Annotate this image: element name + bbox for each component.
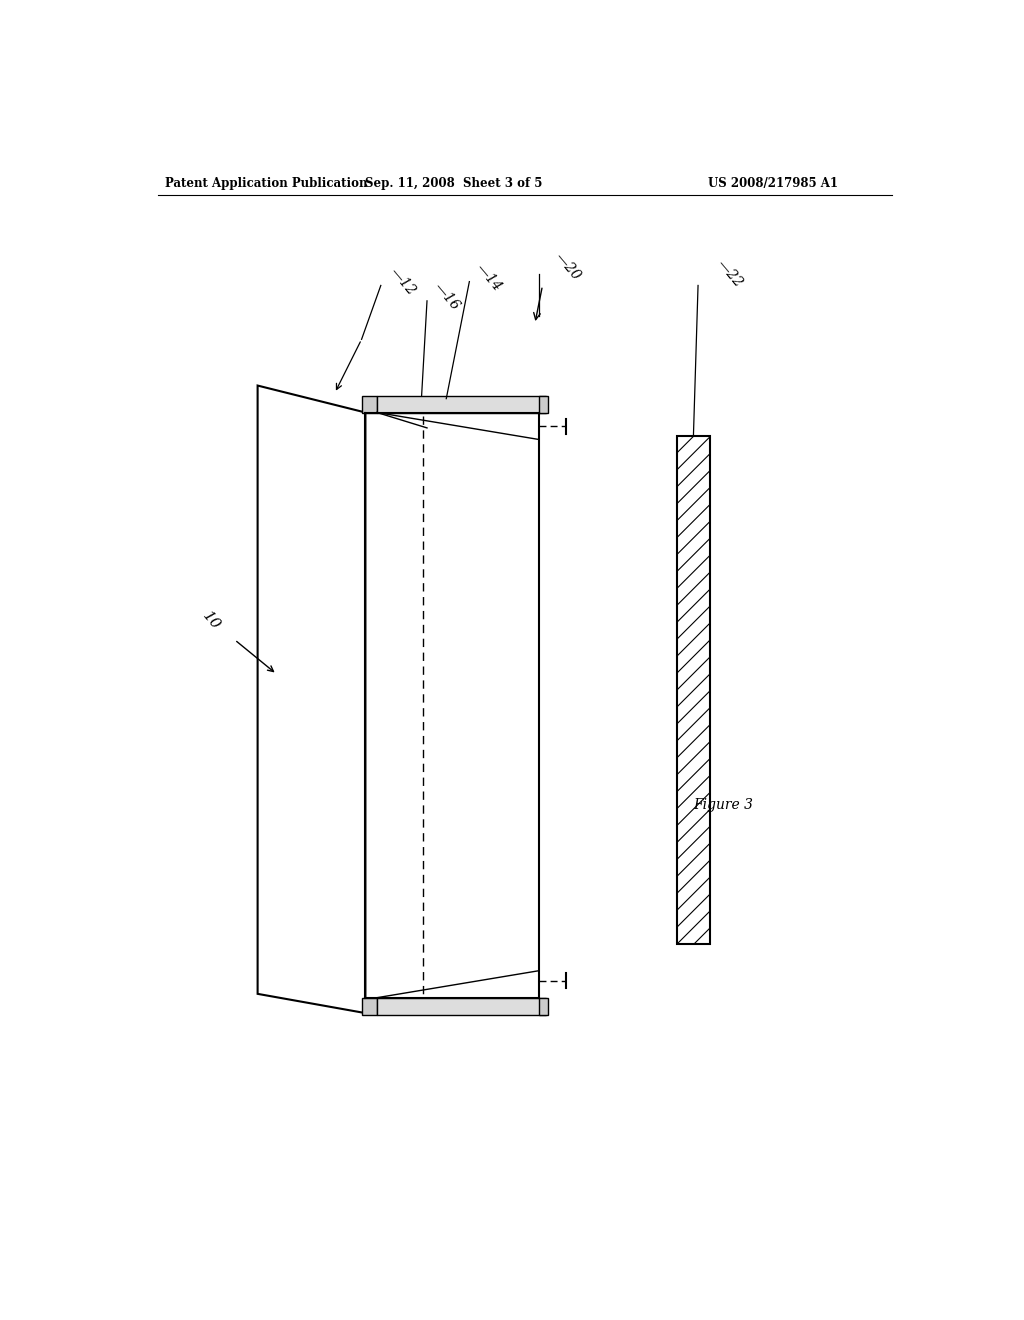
Bar [539, 998, 548, 1015]
Bar [377, 998, 547, 1015]
Bar [677, 436, 710, 944]
Text: —12: —12 [387, 265, 418, 298]
Text: —20: —20 [553, 249, 584, 282]
Bar [677, 436, 710, 944]
Text: —22: —22 [714, 257, 745, 290]
Text: US 2008/217985 A1: US 2008/217985 A1 [708, 177, 838, 190]
Text: —14: —14 [473, 261, 504, 294]
Polygon shape [258, 385, 366, 1014]
Bar [377, 396, 547, 413]
Text: 10: 10 [200, 609, 223, 632]
Text: —16: —16 [431, 280, 462, 314]
Bar [361, 998, 377, 1015]
Text: Patent Application Publication: Patent Application Publication [165, 177, 368, 190]
Text: Figure 3: Figure 3 [693, 799, 754, 812]
Text: Sep. 11, 2008  Sheet 3 of 5: Sep. 11, 2008 Sheet 3 of 5 [366, 177, 543, 190]
Bar [361, 396, 377, 413]
Bar [539, 396, 548, 413]
